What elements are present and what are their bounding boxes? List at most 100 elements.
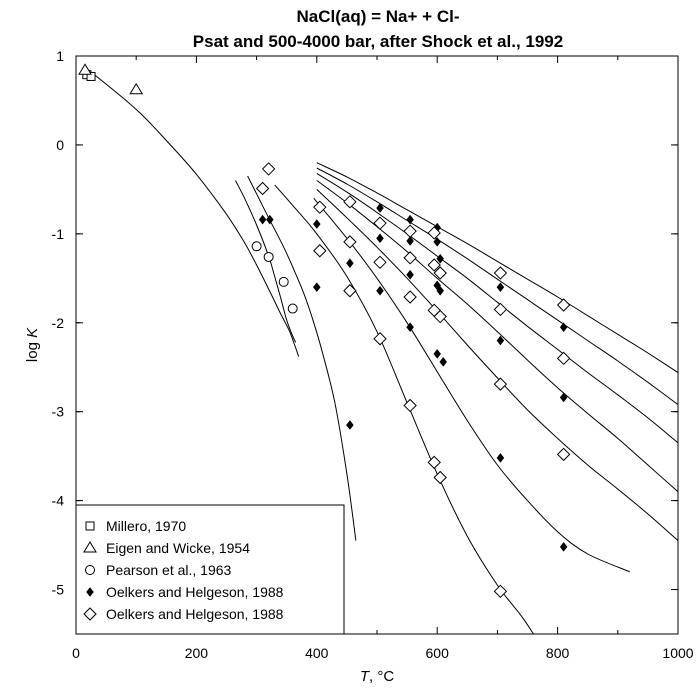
data-point-diamond: [433, 309, 447, 324]
legend-marker-circle: [85, 565, 95, 575]
data-point-diamond: [433, 266, 447, 280]
data-point-circle: [263, 251, 274, 262]
legend-entry: Pearson et al., 1963: [106, 562, 232, 578]
data-point-triangle: [78, 63, 92, 75]
data-point-diamond-filled: [559, 392, 568, 403]
y-tick-label: 0: [56, 137, 64, 153]
x-tick-label: 600: [426, 645, 450, 661]
y-axis-label-plain: log: [24, 338, 41, 362]
y-tick-label: -2: [52, 315, 65, 331]
y-tick-label: -3: [52, 404, 65, 420]
data-point-diamond-filled: [312, 282, 321, 293]
data-point-diamond-filled: [439, 356, 448, 367]
y-tick-label: -5: [52, 582, 65, 598]
legend-marker-square: [85, 521, 95, 531]
data-point-diamond: [493, 266, 508, 280]
chart-title: NaCl(aq) = Na+ + Cl-: [297, 7, 460, 26]
data-point-diamond: [427, 226, 441, 240]
data-point-diamond: [556, 351, 571, 366]
fit-curve: [235, 180, 297, 343]
data-point-diamond-filled: [496, 282, 505, 293]
fit-curve: [316, 189, 679, 541]
legend: Millero, 1970 Eigen and Wicke, 1954 Pearso…: [75, 504, 345, 635]
data-point-diamond: [373, 255, 387, 270]
data-point-diamond: [343, 284, 357, 298]
x-tick-label: 400: [305, 645, 329, 661]
data-point-diamond-filled: [406, 322, 414, 333]
data-point-diamond-filled: [376, 233, 384, 244]
x-tick-label: 800: [546, 645, 570, 661]
data-point-diamond: [427, 258, 441, 272]
data-point-diamond: [493, 584, 508, 599]
data-point-diamond: [373, 216, 387, 230]
y-tick-label: 1: [56, 48, 64, 64]
data-point-diamond-filled: [406, 269, 414, 280]
data-point-diamond: [403, 398, 417, 413]
y-tick-label: -1: [52, 226, 65, 242]
data-point-diamond-filled: [436, 285, 445, 296]
data-point-diamond: [313, 200, 327, 214]
data-point-circle: [287, 303, 298, 314]
data-point-diamond: [556, 447, 571, 462]
fit-curve: [313, 197, 630, 573]
data-point-diamond: [373, 332, 387, 346]
chart-subtitle: Psat and 500-4000 bar, after Shock et al…: [193, 32, 563, 51]
data-point-circle: [251, 241, 262, 252]
legend-entry: Millero, 1970: [106, 518, 186, 534]
data-point-diamond-filled: [406, 214, 414, 225]
data-point-diamond-filled: [266, 214, 274, 225]
fit-curve: [247, 175, 357, 541]
data-point-triangle: [129, 82, 144, 95]
data-point-diamond: [255, 181, 270, 196]
legend-entry: Eigen and Wicke, 1954: [106, 540, 250, 556]
legend-entry: Oelkers and Helgeson, 1988: [106, 606, 284, 622]
data-point-diamond-filled: [312, 219, 321, 229]
data-point-diamond: [427, 455, 441, 470]
y-tick-label: -4: [52, 493, 65, 509]
x-tick-label: 1000: [662, 645, 693, 661]
x-tick-label: 0: [72, 645, 80, 661]
legend-marker-triangle: [83, 541, 97, 553]
data-point-diamond-filled: [559, 322, 568, 333]
data-point-diamond: [433, 470, 447, 485]
data-point-diamond: [313, 244, 327, 258]
legend-entry: Oelkers and Helgeson, 1988: [106, 584, 284, 600]
data-point-diamond-filled: [496, 453, 505, 463]
x-axis-label-italic: T: [360, 668, 371, 685]
data-point-diamond-filled: [406, 236, 414, 246]
fit-curve: [90, 71, 300, 357]
data-point-diamond: [343, 195, 357, 209]
data-point-diamond: [403, 251, 417, 265]
data-point-diamond-filled: [436, 253, 445, 264]
x-axis-label: T, °C: [360, 668, 395, 685]
data-point-diamond: [493, 302, 508, 317]
data-point-diamond: [403, 290, 417, 304]
x-tick-label: 200: [185, 645, 209, 661]
data-point-diamond-filled: [559, 541, 568, 552]
legend-marker-diamond: [83, 607, 97, 621]
data-point-diamond-filled: [346, 420, 354, 430]
data-point-diamond-filled: [258, 214, 267, 225]
data-point-diamond-filled: [376, 203, 384, 213]
data-point-diamond-filled: [433, 348, 442, 359]
x-axis-label-rest: , °C: [369, 668, 394, 685]
data-point-diamond-filled: [376, 285, 384, 296]
legend-marker-diamond-filled: [86, 587, 94, 597]
data-point-diamond: [343, 235, 357, 249]
fit-curve: [316, 162, 679, 374]
data-point-diamond: [403, 224, 417, 238]
y-axis-label: log K: [24, 327, 41, 362]
fit-curve: [316, 180, 679, 493]
data-point-diamond: [556, 298, 571, 312]
data-point-square: [86, 71, 96, 81]
y-axis-label-italic: K: [24, 327, 41, 338]
data-points: [78, 63, 571, 599]
fit-curve: [316, 167, 679, 406]
data-point-circle: [278, 276, 289, 287]
legend-box: [75, 504, 345, 635]
fit-curve: [316, 172, 679, 444]
data-point-diamond-filled: [496, 335, 505, 346]
data-point-diamond-filled: [346, 258, 354, 269]
data-point-diamond: [493, 377, 508, 391]
